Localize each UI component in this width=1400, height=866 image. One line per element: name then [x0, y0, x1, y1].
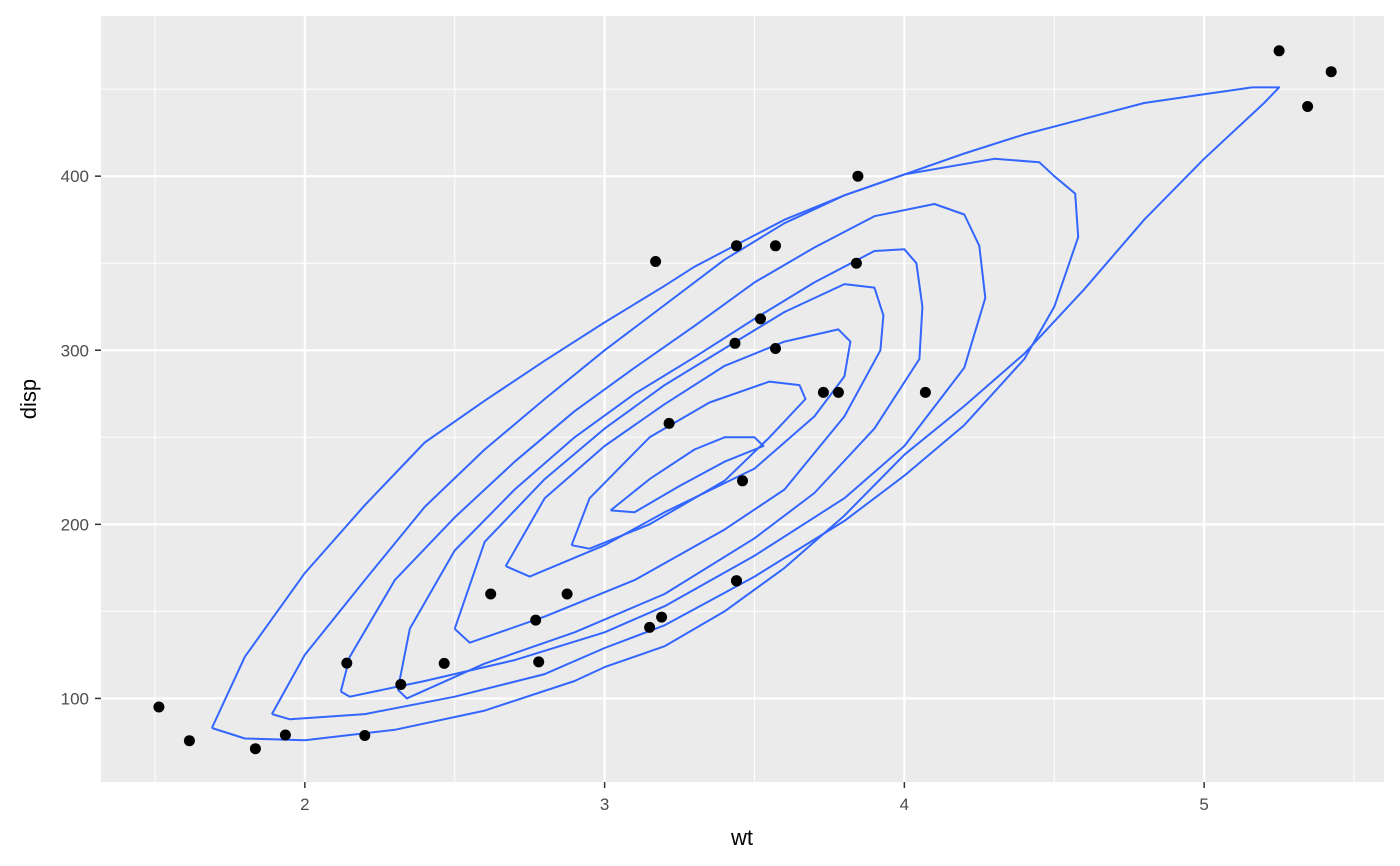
data-point: [817, 386, 829, 398]
data-point: [1302, 101, 1314, 112]
density-contour-3: [339, 203, 987, 698]
y-tick-label: 300: [61, 341, 89, 360]
data-point: [249, 743, 261, 755]
data-point: [832, 386, 844, 398]
grid-major: [101, 16, 1384, 782]
data-point: [850, 257, 862, 269]
data-point: [341, 657, 353, 669]
y-tick-label: 100: [61, 689, 89, 708]
x-tick-label: 5: [1199, 795, 1208, 814]
x-axis-ticks: 2 3 4 5: [300, 782, 1209, 814]
data-point: [729, 337, 741, 349]
data-point: [650, 256, 662, 267]
x-tick-label: 2: [300, 795, 309, 814]
data-point: [359, 730, 371, 741]
data-points: [153, 45, 1337, 755]
y-axis-title: disp: [16, 379, 41, 419]
y-axis-ticks: 100 200 300 400: [61, 167, 101, 708]
data-point: [852, 170, 864, 182]
x-axis-title: wt: [730, 825, 753, 850]
data-point: [770, 240, 781, 252]
data-point: [530, 614, 542, 626]
data-point: [561, 588, 573, 600]
density-contour-7: [570, 380, 807, 550]
data-point: [737, 475, 748, 487]
data-point: [183, 735, 195, 747]
density-contours: [210, 86, 1281, 742]
data-point: [1325, 66, 1337, 78]
data-point: [395, 679, 407, 690]
data-point: [644, 621, 656, 633]
density-contour-8: [609, 436, 765, 514]
data-point: [731, 240, 742, 252]
data-point: [656, 611, 668, 623]
density-contour-1: [210, 86, 1281, 742]
y-tick-label: 400: [61, 167, 89, 186]
data-point: [919, 386, 931, 398]
density-contour-2: [271, 157, 1080, 721]
data-point: [663, 417, 675, 429]
data-point: [153, 701, 165, 713]
data-point: [755, 313, 766, 325]
data-point: [731, 575, 742, 587]
x-tick-label: 4: [900, 795, 909, 814]
panel-background: [101, 16, 1384, 782]
data-point: [438, 657, 450, 669]
data-point: [1273, 45, 1285, 57]
density-contour-4: [396, 248, 924, 700]
y-tick-label: 200: [61, 515, 89, 534]
data-point: [485, 588, 497, 600]
data-point: [279, 729, 291, 741]
data-point: [533, 656, 545, 668]
data-point: [770, 343, 781, 354]
x-tick-label: 3: [600, 795, 609, 814]
density-contour-5: [453, 283, 885, 644]
